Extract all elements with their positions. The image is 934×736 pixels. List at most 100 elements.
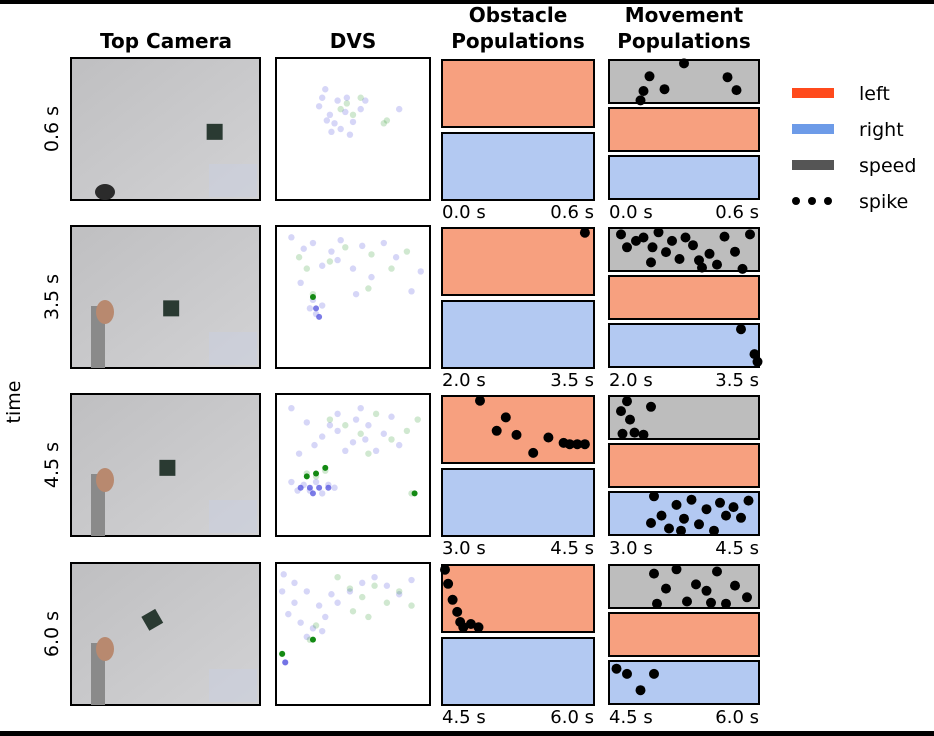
movement-speed-spike [704,248,715,259]
dvs-event-blue [352,290,360,298]
obstacle-left-spike [579,227,590,238]
dvs-event-green [388,265,395,272]
movement-speed-spike [730,580,740,591]
dvs-event-green [357,430,364,437]
spike-icon [824,197,832,205]
hand [96,468,114,492]
dvs-event-green [414,416,421,423]
dvs-event-blue [280,571,287,578]
spike-icon [792,197,800,205]
dvs-event-blue [312,478,320,486]
dvs-event-green-strong [279,650,286,657]
movement-speed-spike [622,396,632,407]
header-obstacle-line1: Obstacle [469,4,568,27]
movement-right-spike [701,504,712,515]
movement-window-end: 3.5 s [715,370,759,391]
row-3: 4.5 s 3.0 s 4.5 s 3.0 s 4.5 s [41,393,760,559]
robot-marker [206,123,223,140]
movement-right-spike [709,525,719,536]
obstacle-window-end: 0.6 s [550,202,594,223]
dvs-event-green [368,251,375,258]
obstacle-left-spike [458,622,469,633]
movement-right-spike [646,518,656,528]
rows-layer: 0.6 s0.0 s 0.6 s 0.0 s 0.6 s3.5 s2.0 s 3.5 s… [41,57,763,728]
movement-speed-spike [638,232,649,243]
obstacle-window-start: 0.0 s [442,202,486,223]
dvs-event-green [303,265,310,272]
dvs-frame [275,57,431,201]
dvs-event-blue [334,427,341,435]
movement-speed-spike [644,71,655,82]
movement-left-panel [608,107,760,152]
robot-marker [163,300,180,317]
dvs-event-blue [328,591,335,598]
movement-window-start: 4.5 s [609,707,653,728]
header-dvs: DVS [330,29,376,53]
robot-marker [159,459,176,476]
dvs-event-blue-strong [282,659,289,666]
dvs-event-blue [297,279,304,286]
row-4: 6.0 s 4.5 s 6.0 s 4.5 s 6.0 s [41,562,760,728]
movement-right-panel [608,660,760,705]
movement-speed-panel [608,59,760,104]
header-obstacle-line2: Populations [451,29,585,53]
dvs-event-blue [300,245,307,252]
dvs-event-green [343,100,351,107]
speed-swatch-icon [792,160,834,170]
legend-label: left [859,83,890,105]
obstacle-left-spike [440,564,450,575]
movement-speed-spike [629,427,640,438]
dvs-event-blue [346,588,354,595]
dvs-event-green [346,585,354,592]
dvs-event-green-strong [303,473,310,480]
row-time-label: 3.5 s [41,274,63,320]
row-time-label: 6.0 s [41,611,63,657]
dvs-event-green [371,582,378,589]
dvs-event-blue [319,627,326,635]
movement-right-spike [736,324,746,335]
movement-speed-spike [616,406,626,417]
dvs-frame [275,225,431,369]
movement-speed-spike [616,229,626,240]
legend: left right speed spike [792,83,916,213]
movement-speed-spike [719,231,730,242]
movement-speed-spike [635,95,646,106]
hand [96,637,114,661]
dvs-event-blue [334,410,341,418]
obstacle-window-end: 4.5 s [550,538,594,559]
legend-label: right [859,119,904,141]
row-1: 0.6 s 0.0 s 0.6 s 0.0 s 0.6 s [41,57,760,223]
legend-label: spike [859,191,908,213]
obstacle-left-panel [441,227,595,296]
obstacle-window-end: 6.0 s [550,707,594,728]
dvs-event-blue [342,108,349,116]
movement-left-panel [608,612,760,657]
movement-speed-spike [722,72,733,83]
camera-screen-overlay [209,332,257,365]
movement-right-spike [694,519,704,530]
legend-item-left: left [792,83,890,105]
obstacle-right-panel [441,132,595,201]
dvs-event-blue [288,405,295,412]
movement-speed-spike [667,235,677,246]
spike-icon [808,197,816,205]
movement-speed-spike [731,85,742,96]
dvs-event-blue [315,103,323,110]
movement-speed-spike [646,257,656,268]
dvs-event-green [326,258,334,265]
dvs-event-blue [362,436,369,443]
dvs-event-green [349,608,357,615]
legend-label: speed [859,155,916,177]
movement-right-spike [679,513,689,524]
dvs-event-blue [357,105,364,113]
movement-right-spike [611,663,622,674]
dvs-event-green [365,613,372,621]
left-swatch-icon [792,88,834,98]
movement-right-panel [608,323,760,368]
movement-speed-spike [638,86,649,96]
movement-speed-spike [625,414,635,425]
obstacle-window-end: 3.5 s [550,370,594,391]
dvs-event-blue-strong [325,484,332,491]
obstacle-left-spike [572,439,583,450]
obstacle-left-spike [452,606,463,617]
